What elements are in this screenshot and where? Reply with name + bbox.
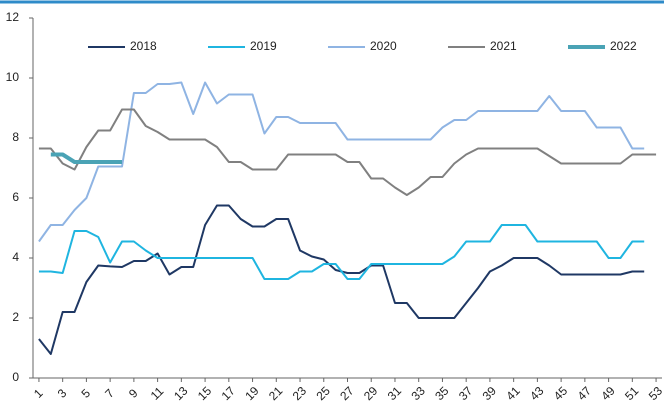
x-tick-label: 25	[314, 384, 334, 404]
x-tick-label: 15	[195, 384, 215, 404]
x-tick-label: 37	[456, 384, 476, 404]
x-tick-label: 53	[646, 384, 664, 404]
x-tick-label: 49	[598, 384, 618, 404]
x-tick-label: 45	[551, 384, 571, 404]
legend-label: 2019	[250, 39, 277, 53]
legend-label: 2018	[130, 39, 157, 53]
series-line	[38, 108, 657, 196]
x-tick-label: 35	[432, 384, 452, 404]
y-tick-label: 8	[12, 130, 19, 144]
x-tick-label: 21	[266, 384, 286, 404]
x-tick-label: 27	[337, 384, 357, 404]
x-tick-label: 1	[31, 386, 46, 401]
y-tick-label: 2	[12, 310, 19, 324]
x-tick-label: 7	[102, 386, 117, 401]
x-tick-label: 43	[527, 384, 547, 404]
series-line	[50, 152, 123, 164]
x-tick-label: 17	[219, 384, 239, 404]
x-tick-label: 51	[622, 384, 642, 404]
series-line	[38, 81, 645, 243]
x-tick-label: 39	[480, 384, 500, 404]
x-tick-label: 41	[503, 384, 523, 404]
legend-label: 2022	[610, 39, 637, 53]
y-tick-label: 10	[6, 70, 20, 84]
x-tick-label: 23	[290, 384, 310, 404]
x-tick-label: 11	[148, 384, 167, 403]
x-tick-label: 47	[575, 384, 595, 404]
x-tick-label: 9	[126, 386, 141, 401]
x-tick-label: 19	[242, 384, 262, 404]
legend-label: 2021	[490, 39, 517, 53]
x-tick-label: 5	[79, 386, 94, 401]
x-tick-label: 13	[171, 384, 191, 404]
x-tick-label: 33	[408, 384, 428, 404]
y-tick-label: 4	[12, 250, 19, 264]
series-line	[38, 224, 645, 280]
x-tick-label: 3	[55, 386, 70, 401]
x-tick-label: 31	[385, 384, 405, 404]
series-line	[38, 204, 645, 355]
legend-label: 2020	[370, 39, 397, 53]
x-tick-label: 29	[361, 384, 381, 404]
y-tick-label: 0	[12, 370, 19, 384]
y-tick-label: 6	[12, 190, 19, 204]
y-tick-label: 12	[6, 10, 20, 24]
